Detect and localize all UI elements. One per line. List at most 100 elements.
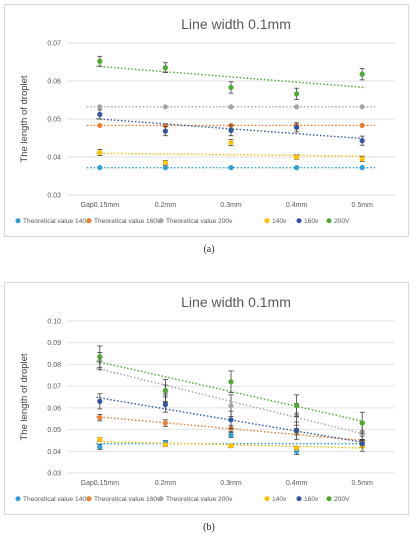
data-point <box>97 165 103 171</box>
data-point <box>294 104 300 110</box>
data-point <box>359 420 365 426</box>
data-point <box>162 165 168 171</box>
data-point <box>97 122 103 129</box>
legend-marker <box>296 218 302 224</box>
caption-b: (b) <box>203 522 215 533</box>
data-point <box>359 441 365 447</box>
legend-item: Theoretical value 140v <box>15 218 90 225</box>
legend-label: 140v <box>272 218 287 225</box>
series-160v <box>96 109 366 146</box>
y-tick-label: 0.03 <box>47 193 61 200</box>
data-point <box>97 111 103 118</box>
data-point <box>162 160 168 166</box>
x-tick-label: 0.3mm <box>220 202 242 209</box>
y-tick-label: 0.05 <box>47 117 61 124</box>
legend-label: 160v <box>304 496 319 503</box>
data-point <box>228 104 234 110</box>
x-tick-label: 0.4mm <box>286 202 308 209</box>
y-tick-label: 0.06 <box>47 79 61 86</box>
x-tick-label: 0.5mm <box>351 202 373 209</box>
data-point <box>97 149 103 156</box>
legend-item: 140v <box>264 496 287 503</box>
data-point <box>294 91 300 97</box>
data-point <box>359 165 365 171</box>
legend-label: Theoretical value 160v <box>94 218 161 225</box>
y-axis-label: The length of droplet <box>19 75 30 163</box>
data-point <box>228 165 234 171</box>
y-tick-label: 0.07 <box>47 41 61 48</box>
legend-marker <box>86 218 92 224</box>
data-point <box>228 84 234 91</box>
legend-item: Theoretical value 200v <box>158 496 233 503</box>
legend-marker <box>326 496 332 502</box>
data-point <box>294 428 300 434</box>
chart-panel-b: Line width 0.1mm The length of droplet 0.0… <box>4 282 409 515</box>
legend-label: Theoretical value 140v <box>23 496 90 503</box>
data-point <box>294 154 300 160</box>
legend-label: Theoretical value 200v <box>166 496 233 503</box>
data-point <box>228 443 234 449</box>
legend-marker <box>86 496 92 502</box>
data-point <box>294 445 300 451</box>
legend-marker <box>158 218 164 224</box>
data-point <box>359 122 365 129</box>
y-tick-label: 0.04 <box>47 449 61 456</box>
data-point <box>228 139 234 146</box>
data-point <box>359 104 365 110</box>
x-tick-label: Gap0.15mm <box>81 480 120 487</box>
series-200v <box>96 55 366 101</box>
y-tick-label: 0.06 <box>47 405 61 412</box>
data-point <box>162 387 168 394</box>
legend-marker <box>158 496 164 502</box>
data-point <box>228 403 234 409</box>
y-tick-label: 0.05 <box>47 427 61 434</box>
chart-title: Line width 0.1mm <box>181 16 291 32</box>
legend-marker <box>15 218 21 224</box>
y-tick-label: 0.09 <box>47 340 61 347</box>
data-point <box>162 65 168 71</box>
data-point <box>97 436 103 442</box>
legend-marker <box>264 496 270 502</box>
data-point <box>97 415 103 421</box>
data-point <box>162 128 168 134</box>
y-tick-label: 0.08 <box>47 362 61 369</box>
data-point <box>294 403 300 409</box>
legend-label: 160v <box>304 218 319 225</box>
data-point <box>359 71 365 77</box>
series-200v <box>96 345 366 435</box>
data-point <box>97 444 103 450</box>
caption-a: (a) <box>203 244 215 255</box>
trendline <box>96 118 366 140</box>
legend-label: Theoretical value 160v <box>94 496 161 503</box>
legend-marker <box>264 218 270 224</box>
series-theoretical-value-200v <box>86 104 376 110</box>
legend-item: Theoretical value 140v <box>15 496 90 503</box>
data-point <box>294 124 300 130</box>
data-point <box>228 379 234 385</box>
data-point <box>228 417 234 423</box>
y-axis-label: The length of droplet <box>19 353 30 441</box>
legend-item: 140v <box>264 218 287 225</box>
trendline <box>96 415 366 442</box>
y-tick-label: 0.10 <box>47 319 61 326</box>
trendline <box>96 65 366 89</box>
legend-label: 200V <box>334 496 350 503</box>
chart-panel-a: Line width 0.1mm The length of droplet 0.0… <box>4 4 409 237</box>
legend-item: Theoretical value 160v <box>86 218 161 225</box>
legend-label: Theoretical value 200v <box>166 218 233 225</box>
data-point <box>97 58 103 64</box>
y-tick-label: 0.04 <box>47 155 61 162</box>
x-tick-label: 0.2mm <box>155 202 177 209</box>
x-tick-label: 0.5mm <box>351 480 373 487</box>
chart-title: Line width 0.1mm <box>181 294 291 310</box>
data-point <box>162 442 168 448</box>
x-tick-label: 0.4mm <box>286 480 308 487</box>
data-point <box>228 127 234 133</box>
legend-item: Theoretical value 200v <box>158 218 233 225</box>
data-point <box>162 420 168 426</box>
chart-svg: Line width 0.1mm The length of droplet 0.0… <box>15 294 395 503</box>
x-tick-label: 0.3mm <box>220 480 242 487</box>
legend-marker <box>296 496 302 502</box>
legend-marker <box>15 496 21 502</box>
trendline <box>96 440 366 449</box>
